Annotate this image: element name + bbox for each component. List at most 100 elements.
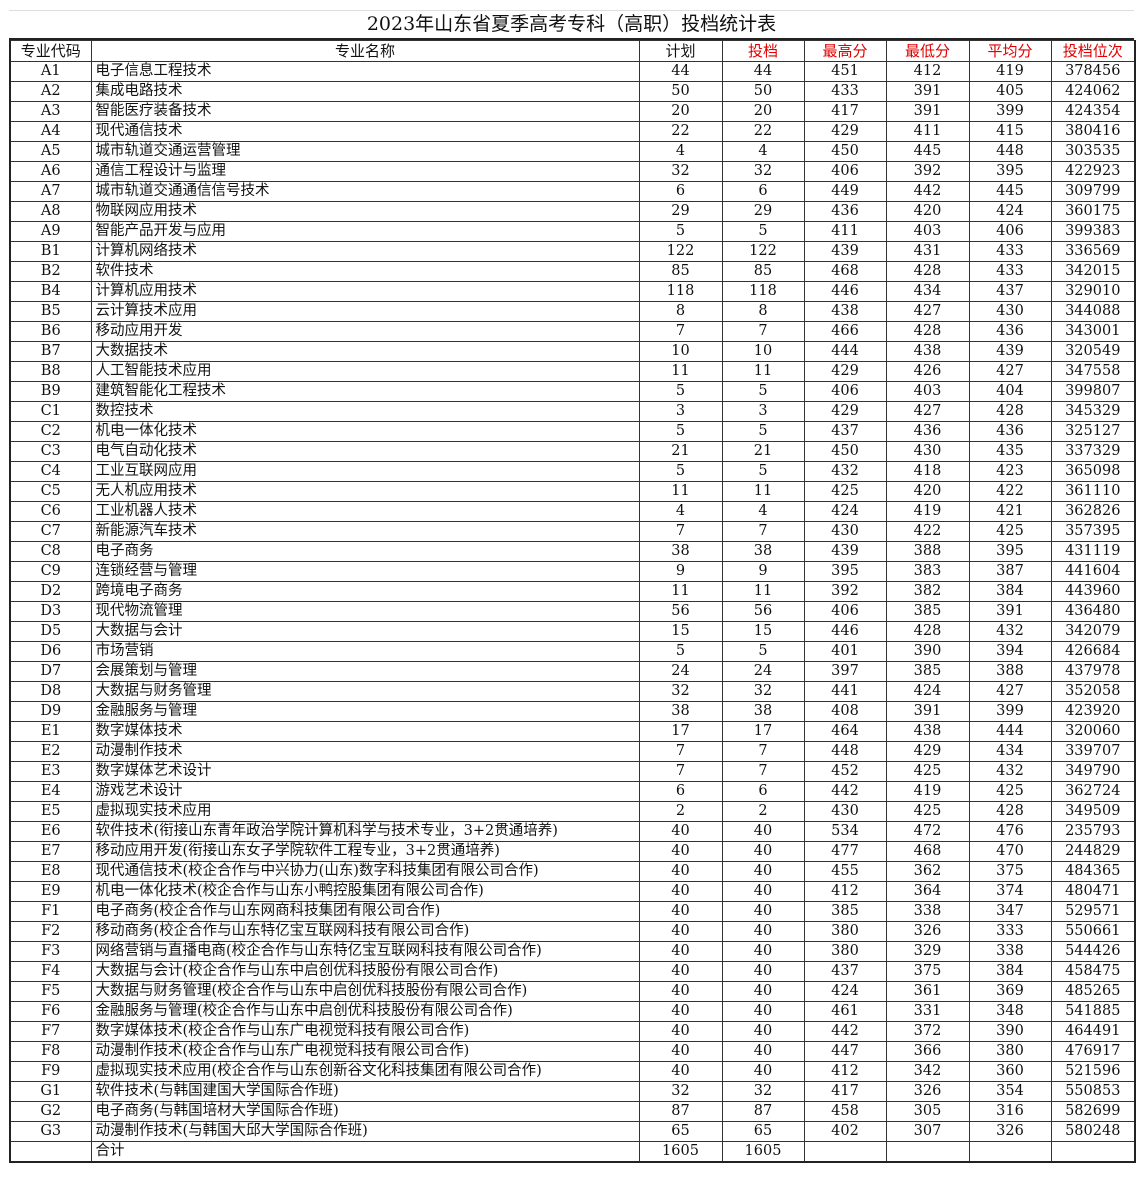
avg-score-cell: 425 [968,781,1052,802]
plan-cell: 40 [638,1001,723,1022]
major-code-cell: A8 [9,201,92,222]
major-code-cell: F9 [9,1061,92,1082]
admission-rank-cell: 362826 [1050,501,1136,522]
avg-score-cell: 316 [968,1101,1052,1122]
avg-score-cell: 406 [968,221,1052,242]
max-score-cell: 432 [803,461,887,482]
major-code-cell: C3 [9,441,92,462]
avg-score-cell: 369 [968,981,1052,1002]
plan-cell: 29 [638,201,723,222]
major-name-cell: 集成电路技术 [90,81,640,102]
major-code-cell: A5 [9,141,92,162]
plan-cell: 40 [638,921,723,942]
avg-score-cell: 425 [968,521,1052,542]
major-name-cell: 动漫制作技术(校企合作与山东广电视觉科技有限公司合作) [90,1041,640,1062]
min-score-cell: 436 [885,421,970,442]
admission-rank-cell: 339707 [1050,741,1136,762]
table-row: E1 数字媒体技术 17 17 464 438 444 320060 [9,721,1136,742]
min-score-cell: 425 [885,801,970,822]
admission-rank-cell: 424062 [1050,81,1136,102]
table-row: B8 人工智能技术应用 11 11 429 426 427 347558 [9,361,1136,382]
major-code-cell: F3 [9,941,92,962]
plan-cell: 7 [638,321,723,342]
plan-cell: 38 [638,541,723,562]
max-score-cell: 436 [803,201,887,222]
admitted-cell: 40 [721,861,805,882]
plan-cell: 6 [638,181,723,202]
plan-cell: 40 [638,901,723,922]
table-row: F9 虚拟现实技术应用(校企合作与山东创新谷文化科技集团有限公司合作) 40 40 41… [9,1061,1136,1082]
admission-rank-cell: 349790 [1050,761,1136,782]
major-code-cell: D5 [9,621,92,642]
avg-score-cell: 427 [968,681,1052,702]
min-score-cell: 428 [885,261,970,282]
max-score-cell: 402 [803,1121,887,1142]
admitted-cell: 10 [721,341,805,362]
min-score-cell: 305 [885,1101,970,1122]
min-score-cell: 342 [885,1061,970,1082]
header-major-name: 专业名称 [90,40,640,62]
avg-score-cell: 423 [968,461,1052,482]
avg-score-cell: 436 [968,421,1052,442]
admitted-cell: 3 [721,401,805,422]
major-code-cell: F4 [9,961,92,982]
total-label: 合计 [90,1141,640,1163]
min-score-cell: 326 [885,921,970,942]
major-name-cell: 大数据与会计(校企合作与山东中启创优科技股份有限公司合作) [90,961,640,982]
admitted-cell: 7 [721,521,805,542]
major-name-cell: 大数据与会计 [90,621,640,642]
table-row: F4 大数据与会计(校企合作与山东中启创优科技股份有限公司合作) 40 40 437 37… [9,961,1136,982]
major-name-cell: 智能医疗装备技术 [90,101,640,122]
major-code-cell: C9 [9,561,92,582]
major-name-cell: 智能产品开发与应用 [90,221,640,242]
max-score-cell: 406 [803,381,887,402]
admission-rank-cell: 399383 [1050,221,1136,242]
admitted-cell: 40 [721,1021,805,1042]
major-code-cell: C7 [9,521,92,542]
admitted-cell: 15 [721,621,805,642]
min-score-cell: 326 [885,1081,970,1102]
avg-score-cell: 404 [968,381,1052,402]
max-score-cell: 408 [803,701,887,722]
avg-score-cell: 394 [968,641,1052,662]
max-score-cell: 448 [803,741,887,762]
min-score-cell: 425 [885,761,970,782]
table-row: E3 数字媒体艺术设计 7 7 452 425 432 349790 [9,761,1136,782]
table-row: G3 动漫制作技术(与韩国大邱大学国际合作班) 65 65 402 307 326 58024… [9,1121,1136,1142]
max-score-cell: 438 [803,301,887,322]
table-row: B4 计算机应用技术 118 118 446 434 437 329010 [9,281,1136,302]
plan-cell: 40 [638,941,723,962]
plan-cell: 32 [638,161,723,182]
table-row: C7 新能源汽车技术 7 7 430 422 425 357395 [9,521,1136,542]
admission-rank-cell: 235793 [1050,821,1136,842]
major-code-cell: F5 [9,981,92,1002]
table-row: A5 城市轨道交通运营管理 4 4 450 445 448 303535 [9,141,1136,162]
major-code-cell: G2 [9,1101,92,1122]
table-row: C6 工业机器人技术 4 4 424 419 421 362826 [9,501,1136,522]
admission-rank-cell: 544426 [1050,941,1136,962]
table-row: F1 电子商务(校企合作与山东网商科技集团有限公司合作) 40 40 385 338 347… [9,901,1136,922]
admission-rank-cell: 360175 [1050,201,1136,222]
min-score-cell: 403 [885,221,970,242]
table-row: C5 无人机应用技术 11 11 425 420 422 361110 [9,481,1136,502]
major-code-cell: D9 [9,701,92,722]
admission-rank-cell: 344088 [1050,301,1136,322]
table-row: A7 城市轨道交通通信信号技术 6 6 449 442 445 309799 [9,181,1136,202]
max-score-cell: 444 [803,341,887,362]
plan-cell: 22 [638,121,723,142]
major-code-cell: G3 [9,1121,92,1142]
table-row: F7 数字媒体技术(校企合作与山东广电视觉科技有限公司合作) 40 40 442 372 3… [9,1021,1136,1042]
admitted-cell: 4 [721,501,805,522]
plan-cell: 65 [638,1121,723,1142]
table-row: D9 金融服务与管理 38 38 408 391 399 423920 [9,701,1136,722]
major-name-cell: 电气自动化技术 [90,441,640,462]
admission-rank-cell: 443960 [1050,581,1136,602]
major-code-cell: B1 [9,241,92,262]
avg-score-cell: 421 [968,501,1052,522]
max-score-cell: 385 [803,901,887,922]
admitted-cell: 50 [721,81,805,102]
table-row: D3 现代物流管理 56 56 406 385 391 436480 [9,601,1136,622]
table-row: B1 计算机网络技术 122 122 439 431 433 336569 [9,241,1136,262]
table-row: F5 大数据与财务管理(校企合作与山东中启创优科技股份有限公司合作) 40 40 424… [9,981,1136,1002]
avg-score-cell: 424 [968,201,1052,222]
